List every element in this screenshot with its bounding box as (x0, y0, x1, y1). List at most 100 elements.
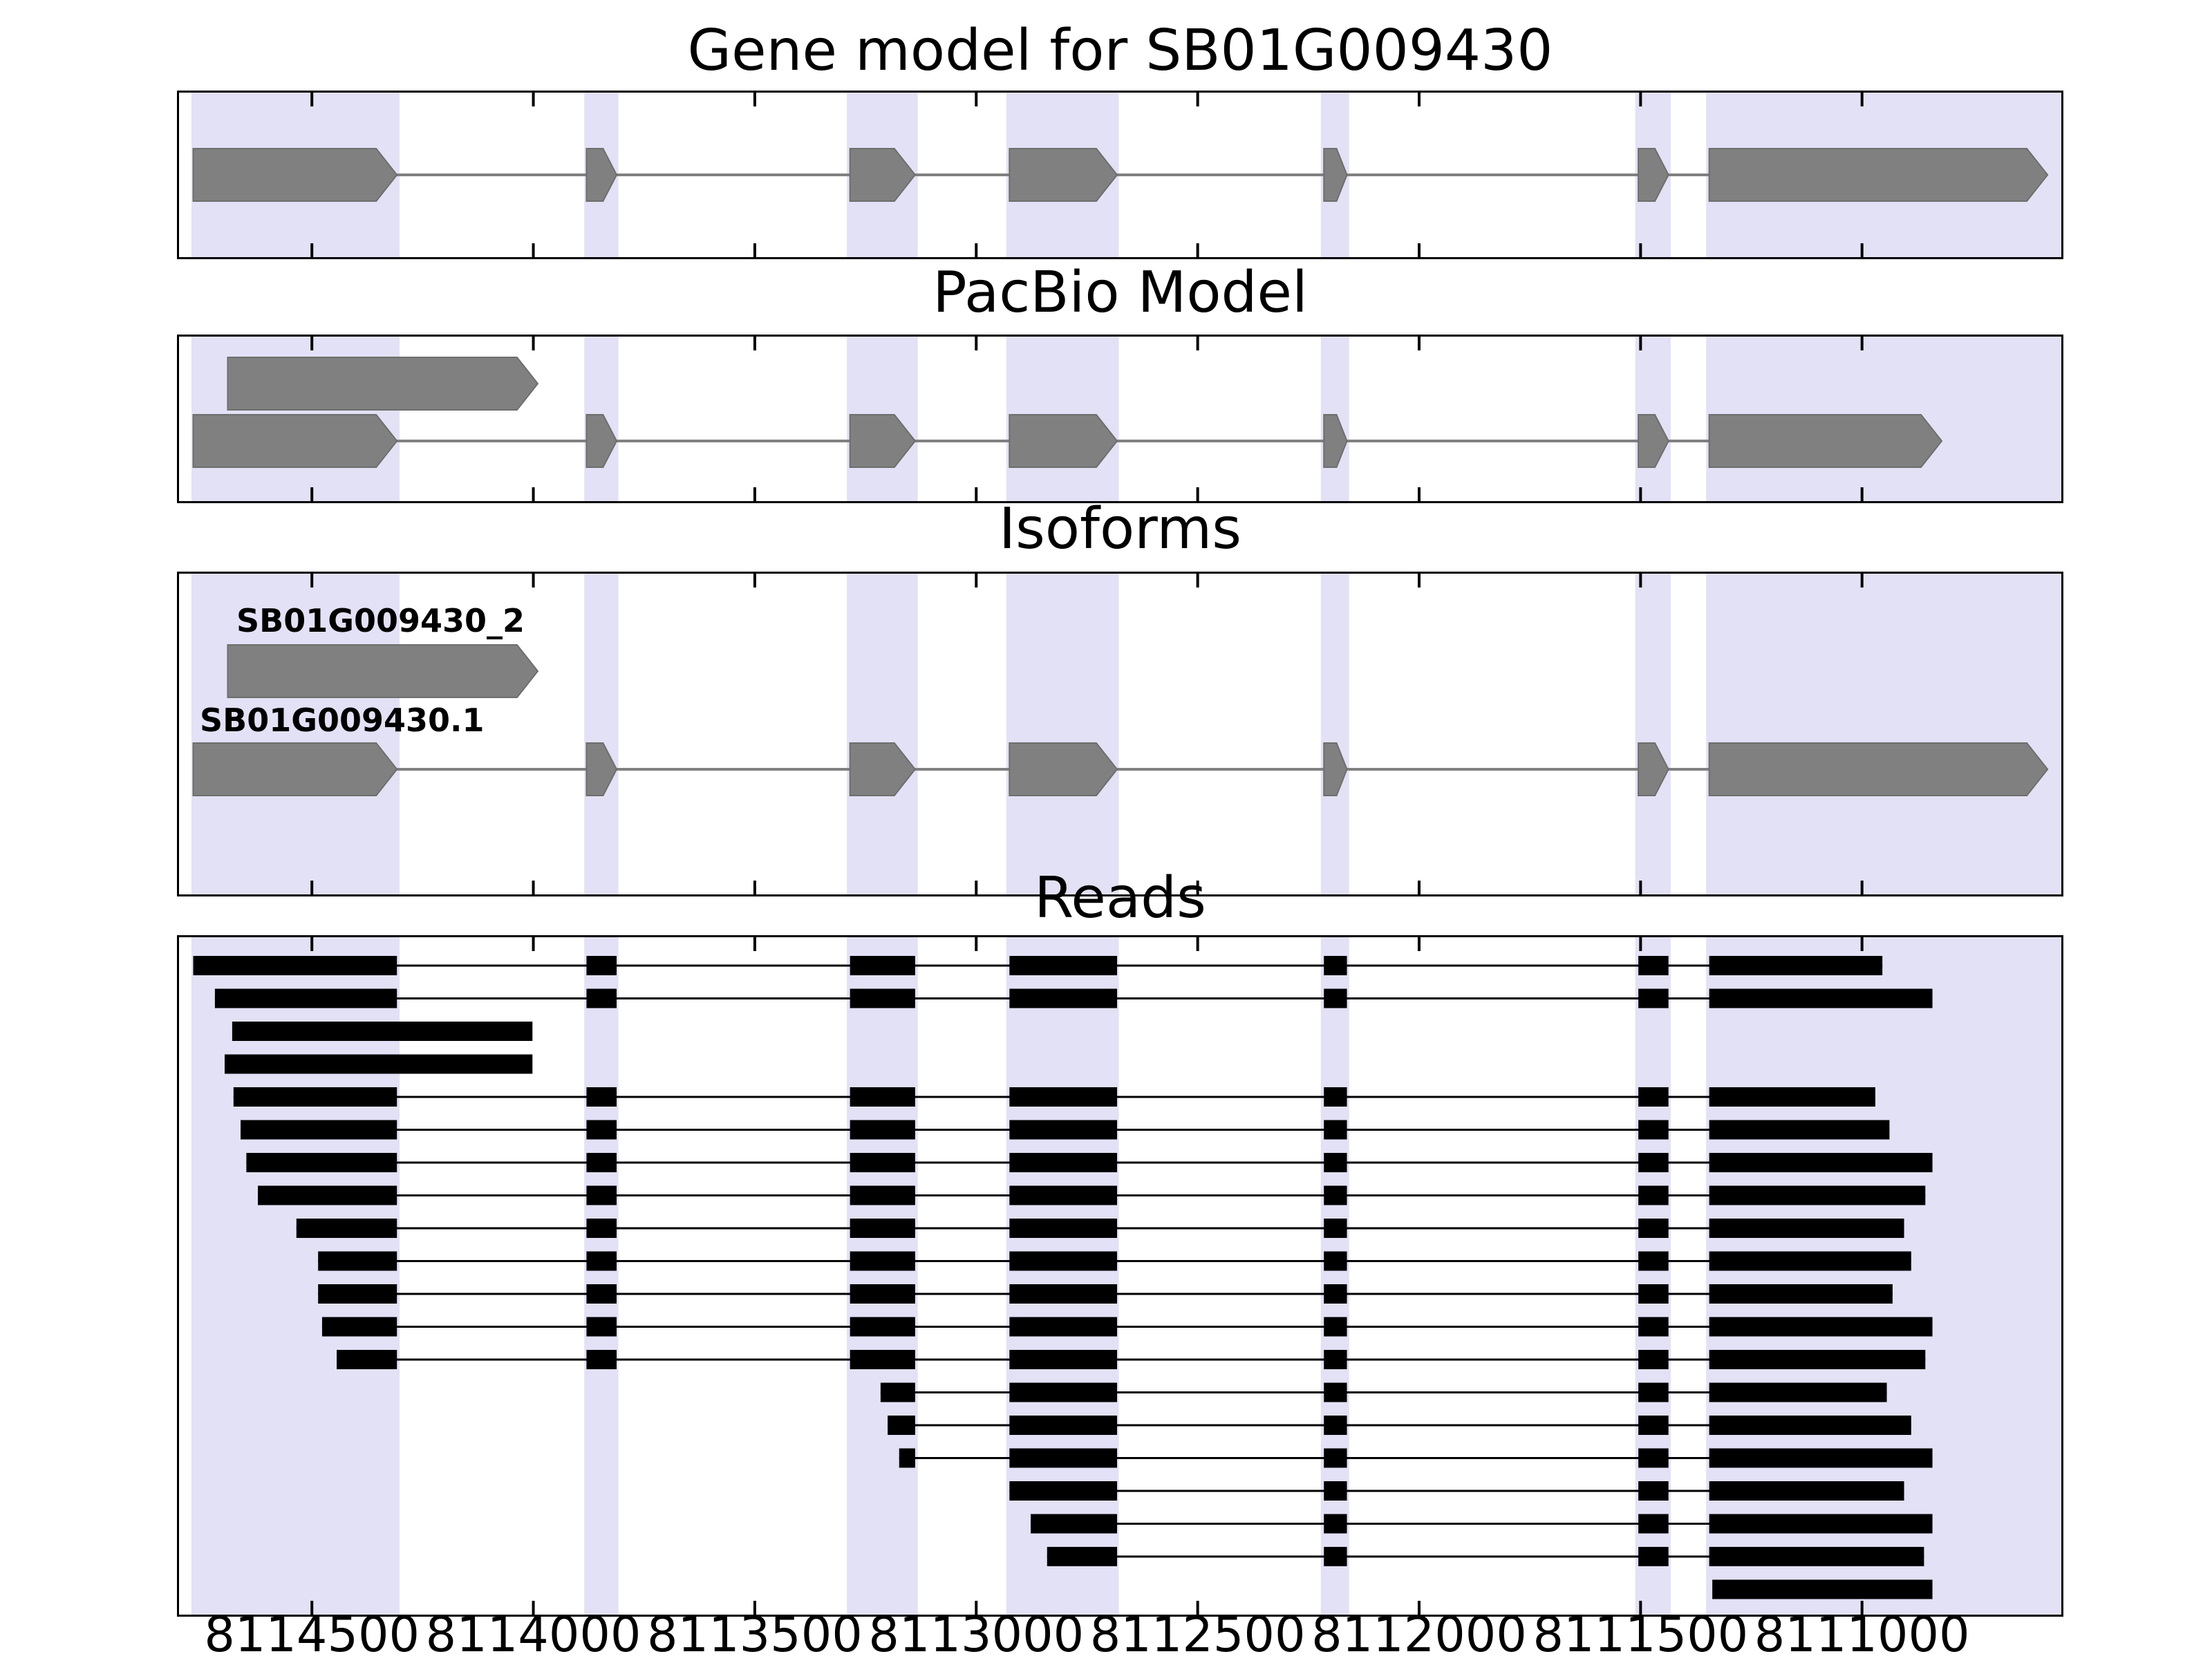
exon-arrow-block (849, 742, 917, 796)
x-axis-tick-label: 8113000 (868, 1606, 1085, 1663)
exon-highlight-band (584, 937, 619, 1615)
read-exon-block (1709, 1416, 1911, 1435)
read-exon-block (1709, 1350, 1926, 1369)
read-exon-block (1638, 1153, 1669, 1172)
read-exon-block (318, 1251, 397, 1271)
read-exon-block (318, 1284, 397, 1304)
read-exon-block (1009, 1481, 1118, 1501)
read-exon-block (1009, 1219, 1118, 1238)
exon-arrow-block (227, 357, 539, 411)
gene-model-title: Gene model for SB01G009430 (687, 18, 1553, 84)
read-exon-block (1638, 1087, 1669, 1107)
read-exon-block (1638, 1185, 1669, 1205)
exon-highlight-band (1320, 937, 1349, 1615)
read-exon-block (1638, 1547, 1669, 1566)
read-exon-block (1031, 1514, 1118, 1534)
read-exon-block (1324, 1153, 1347, 1172)
read-exon-block (1009, 1185, 1118, 1205)
read-exon-block (1709, 1251, 1911, 1271)
read-exon-block (1638, 988, 1669, 1008)
read-exon-block (1324, 1514, 1347, 1534)
read-exon-block (1009, 1153, 1118, 1172)
read-exon-block (1009, 1284, 1118, 1304)
exon-arrow-block (1009, 148, 1118, 202)
exon-highlight-band (1006, 937, 1119, 1615)
exon-arrow-block (1638, 148, 1669, 202)
x-axis-tick-label: 8111000 (1754, 1606, 1970, 1663)
read-exon-block (1324, 1382, 1347, 1402)
read-exon-block (1638, 1514, 1669, 1534)
read-exon-block (586, 1317, 617, 1337)
read-exon-block (1638, 1284, 1669, 1304)
exon-highlight-band (1635, 574, 1671, 894)
read-exon-block (850, 1153, 915, 1172)
read-exon-block (246, 1153, 397, 1172)
exon-arrow-block (585, 148, 618, 202)
read-exon-block (1009, 1350, 1118, 1369)
exon-arrow-block (1009, 742, 1118, 796)
x-axis-tick-label: 8112000 (1311, 1606, 1527, 1663)
x-axis-tick-label: 8111500 (1533, 1606, 1749, 1663)
read-exon-block (1324, 1481, 1347, 1501)
reads-title: Reads (1034, 865, 1206, 931)
exon-arrow-block (849, 414, 917, 468)
read-exon-block (888, 1416, 915, 1435)
read-exon-block (1709, 1185, 1926, 1205)
read-exon-block (850, 1087, 915, 1107)
read-exon-block (1009, 1382, 1118, 1402)
read-exon-block (1324, 956, 1347, 975)
read-exon-block (586, 956, 617, 975)
read-exon-block (586, 1120, 617, 1140)
gene-model-panel (177, 91, 2063, 259)
read-exon-block (1709, 1382, 1887, 1402)
read-exon-block (1047, 1547, 1118, 1566)
exon-arrow-block (1708, 414, 1943, 468)
x-axis-tick-label: 8114000 (425, 1606, 641, 1663)
x-axis-tick-label: 8114500 (204, 1606, 420, 1663)
exon-arrow-block (192, 148, 398, 202)
exon-arrow-block (1708, 742, 2049, 796)
read-exon-block (1709, 1219, 1904, 1238)
isoforms-title: Isoforms (999, 496, 1241, 562)
exon-arrow-block (192, 414, 398, 468)
isoform-label: SB01G009430.1 (200, 702, 484, 739)
read-exon-block (1009, 1087, 1118, 1107)
exon-highlight-band (191, 574, 400, 894)
isoforms-panel: SB01G009430_2 SB01G009430.1 (177, 572, 2063, 896)
read-exon-block (850, 956, 915, 975)
read-exon-block (1709, 1284, 1893, 1304)
pacbio-track-svg (191, 337, 2061, 501)
read-exon-block (1009, 1416, 1118, 1435)
read-exon-block (1324, 1547, 1347, 1566)
read-block (224, 1054, 533, 1074)
read-exon-block (1009, 956, 1118, 975)
read-exon-block (1709, 988, 1933, 1008)
read-exon-block (850, 1120, 915, 1140)
read-exon-block (880, 1382, 915, 1402)
read-exon-block (1638, 956, 1669, 975)
isoform-label: SB01G009430_2 (236, 602, 525, 639)
read-exon-block (1009, 988, 1118, 1008)
read-exon-block (1638, 1317, 1669, 1337)
exon-highlight-band (584, 574, 619, 894)
read-exon-block (586, 1219, 617, 1238)
read-exon-block (258, 1185, 397, 1205)
exon-highlight-band (1006, 574, 1119, 894)
x-axis-tick-label: 8113500 (647, 1606, 863, 1663)
read-exon-block (850, 1284, 915, 1304)
exon-arrow-block (1323, 742, 1348, 796)
exon-arrow-block (1638, 414, 1669, 468)
read-exon-block (296, 1219, 397, 1238)
exon-highlight-band (847, 937, 918, 1615)
isoforms-track-svg: SB01G009430_2 SB01G009430.1 (191, 574, 2061, 894)
exon-highlight-band (1320, 574, 1349, 894)
read-exon-block (1009, 1120, 1118, 1140)
read-exon-block (1009, 1317, 1118, 1337)
read-exon-block (1638, 1251, 1669, 1271)
exon-arrow-block (1323, 414, 1348, 468)
exon-highlight-band (1706, 937, 2061, 1615)
read-exon-block (1324, 1185, 1347, 1205)
exon-arrow-block (849, 148, 917, 202)
read-exon-block (1709, 1481, 1904, 1501)
exon-arrow-block (1708, 148, 2049, 202)
